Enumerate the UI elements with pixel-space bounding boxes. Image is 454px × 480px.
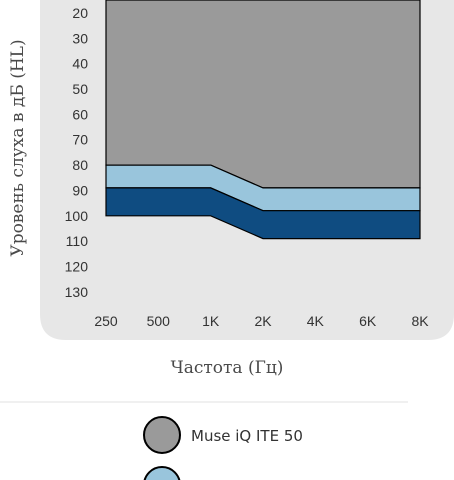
y-tick-label: 110 [66, 233, 89, 249]
legend: Muse iQ ITE 50 [143, 416, 303, 480]
band-0 [105, 0, 421, 189]
y-tick-label: 40 [72, 56, 88, 72]
legend-swatch [143, 466, 181, 480]
x-tick-label: 4K [307, 313, 325, 329]
x-axis-title: Частота (Гц) [171, 358, 284, 378]
y-tick-label: 30 [72, 30, 88, 46]
y-tick-group: 20 30 40 50 60 70 80 90 100 110 120 130 [65, 5, 89, 300]
y-tick-label: 70 [72, 132, 88, 148]
legend-label: Muse iQ ITE 50 [191, 427, 303, 445]
y-tick-label: 60 [72, 106, 88, 122]
y-tick-label: 90 [72, 182, 88, 198]
y-tick-label: 50 [72, 81, 88, 97]
y-axis-title: Уровень слуха в дБ (HL) [8, 39, 28, 256]
x-tick-label: 500 [147, 313, 171, 329]
bands-group [105, 0, 421, 240]
x-tick-label: 1K [202, 313, 220, 329]
y-tick-label: 130 [65, 284, 89, 300]
y-tick-label: 120 [65, 258, 89, 274]
x-tick-label: 6K [359, 313, 377, 329]
x-tick-label: 8K [411, 313, 429, 329]
x-tick-group: 250 500 1K 2K 4K 6K 8K [94, 313, 429, 329]
y-tick-label: 100 [65, 208, 89, 224]
x-tick-label: 2K [254, 313, 272, 329]
x-tick-label: 250 [94, 313, 118, 329]
y-tick-label: 20 [72, 5, 88, 21]
legend-swatch [143, 416, 181, 454]
band-2 [105, 187, 421, 240]
y-tick-label: 80 [72, 157, 88, 173]
